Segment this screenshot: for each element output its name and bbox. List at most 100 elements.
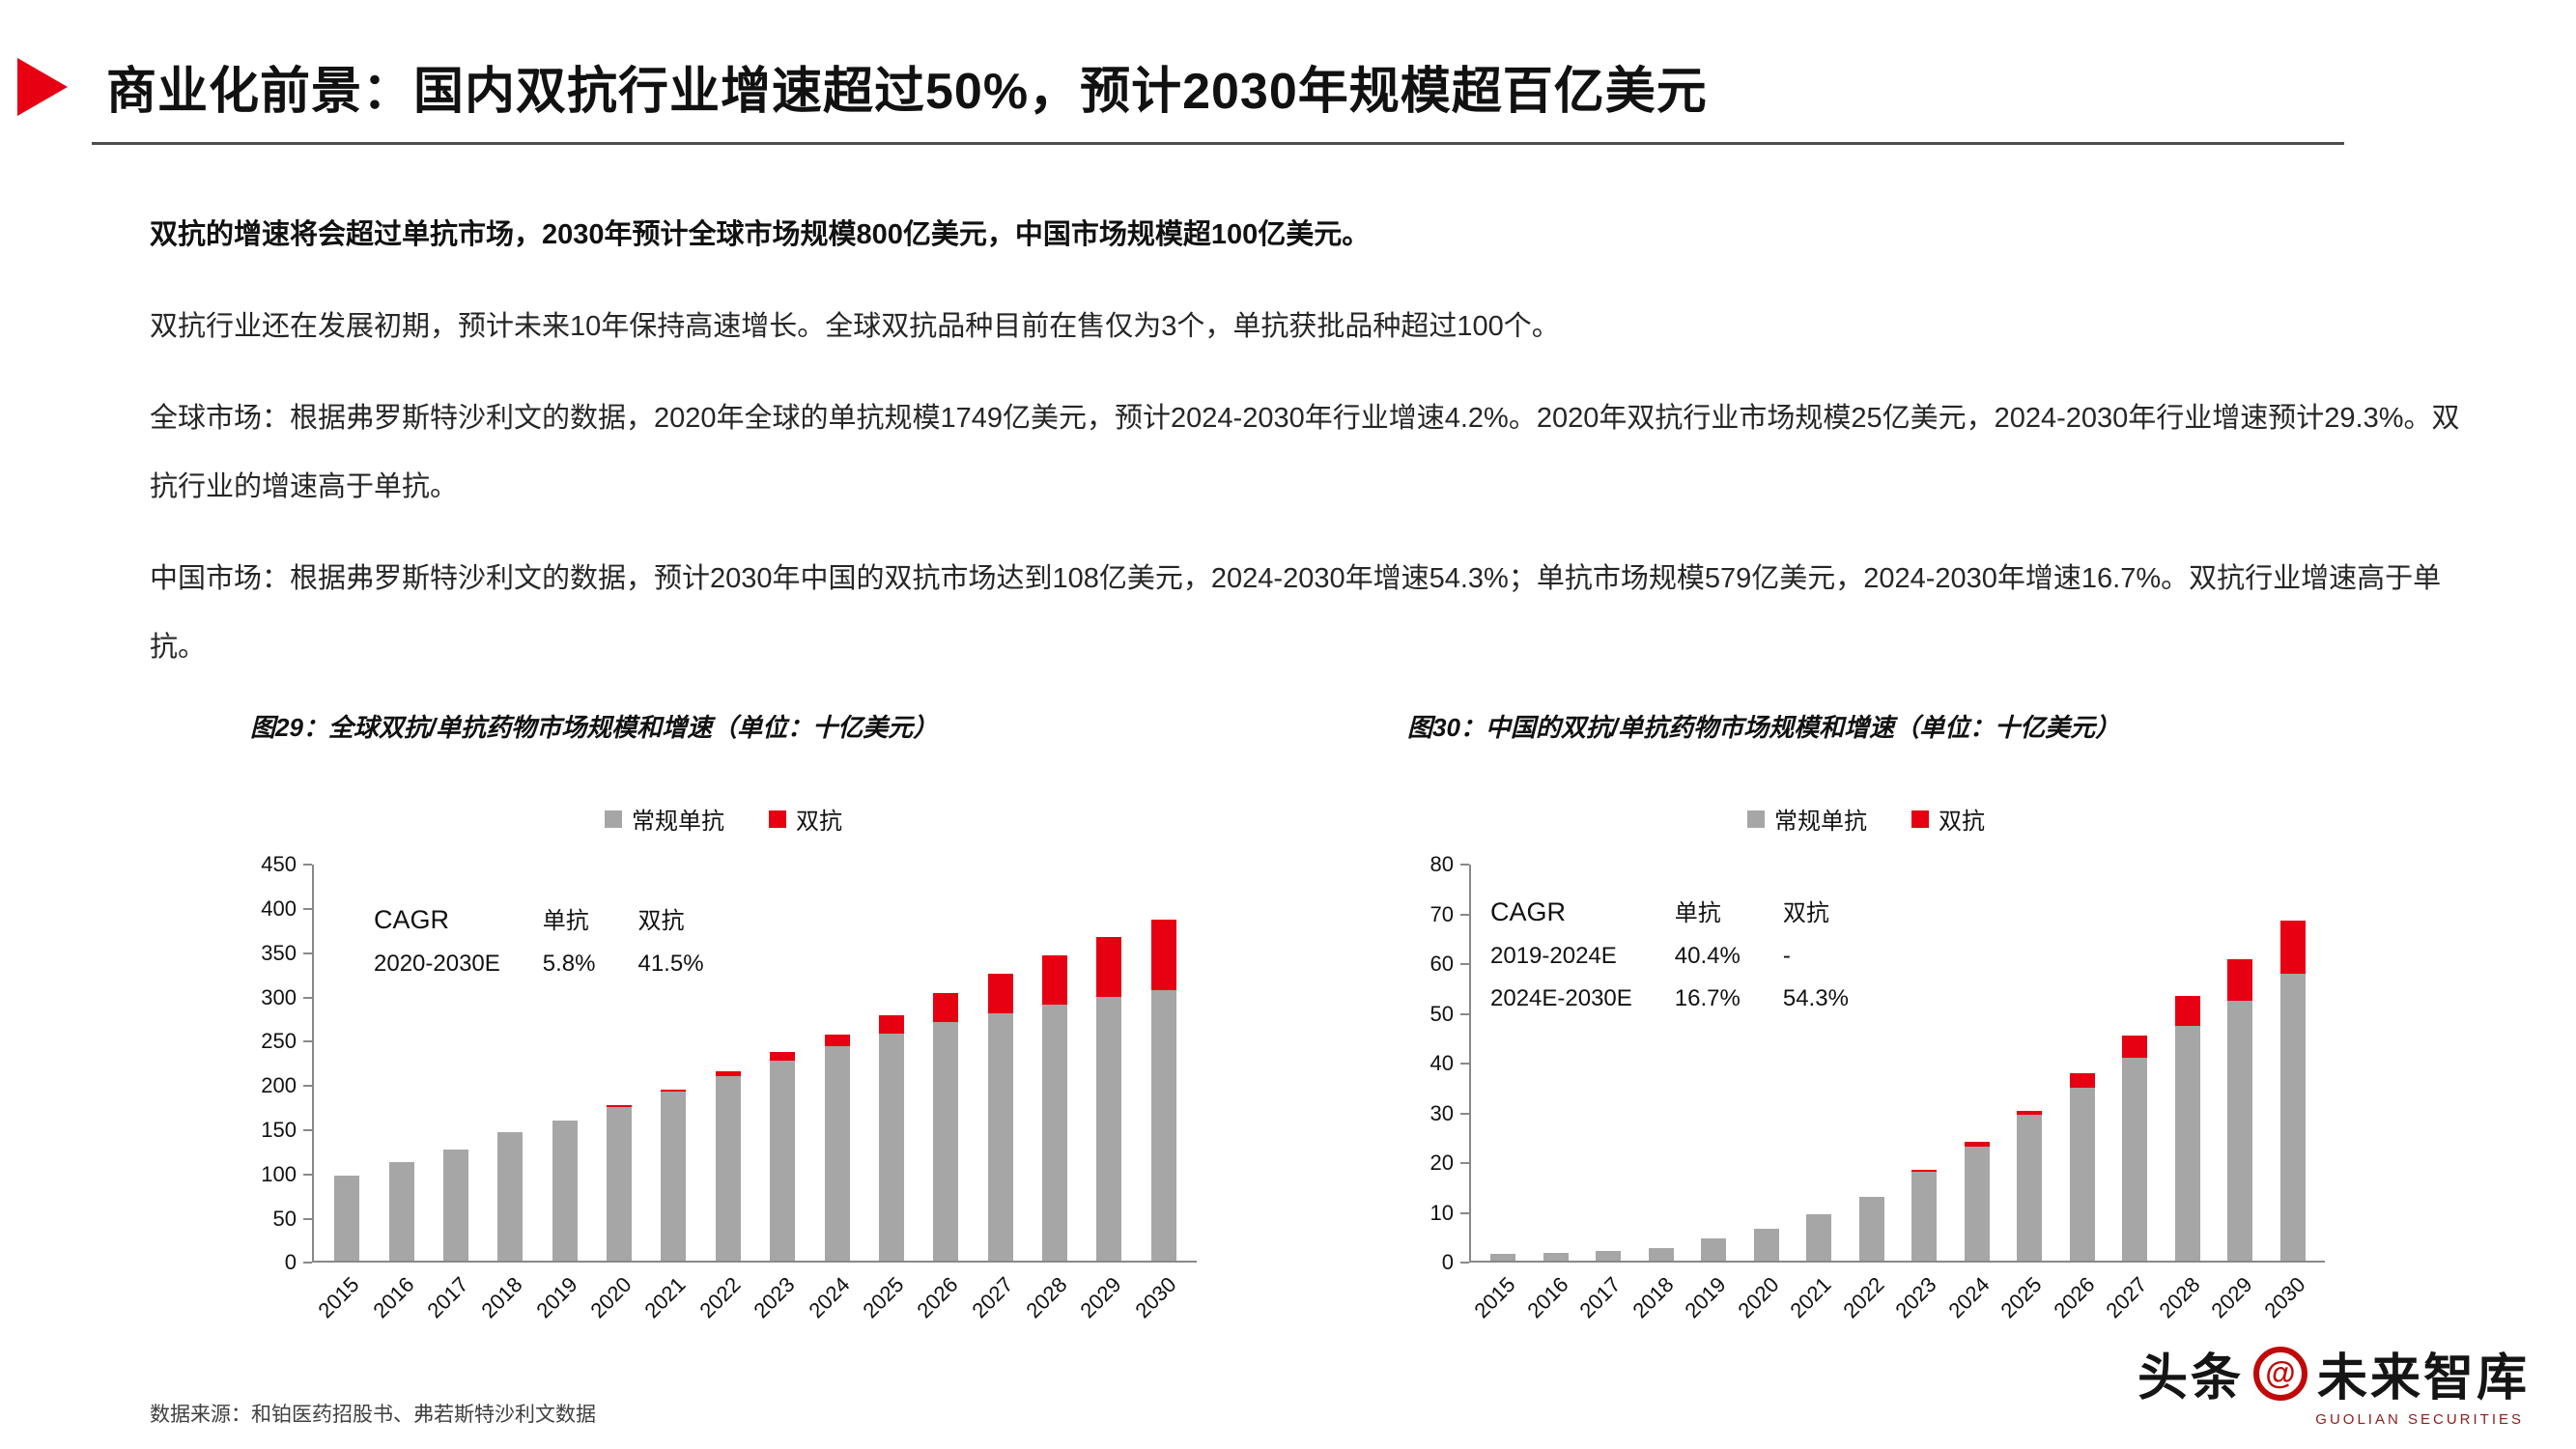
x-axis-label-2029: 2029 — [1075, 1272, 1127, 1323]
bar-column-2018: 2018 — [477, 865, 537, 1323]
x-axis-label-2026: 2026 — [2049, 1272, 2100, 1323]
bar-segment-双抗-2023 — [770, 1052, 796, 1061]
x-axis-label-2022: 2022 — [694, 1272, 746, 1323]
x-axis-label-2024: 2024 — [803, 1272, 855, 1323]
paragraph-china-market: 中国市场：根据弗罗斯特沙利文的数据，预计2030年中国的双抗市场达到108亿美元… — [150, 563, 2442, 664]
bar-column-2022: 2022 — [694, 865, 755, 1323]
bar-segment-常规单抗-2016 — [1543, 1252, 1569, 1262]
y-tick-60: 60 — [1430, 952, 1469, 977]
x-axis-label-2029: 2029 — [2206, 1272, 2257, 1323]
bar-segment-常规单抗-2019 — [552, 1120, 578, 1262]
bar-segment-常规单抗-2019 — [1701, 1238, 1727, 1262]
legend-item-bsab: 双抗 — [769, 802, 842, 836]
paragraph-lead: 双抗的增速将会超过单抗市场，2030年预计全球市场规模800亿美元，中国市场规模… — [150, 219, 1371, 250]
slide-header: 商业化前景：国内双抗行业增速超过50%，预计2030年规模超百亿美元 — [0, 0, 2576, 145]
zhiku-wordmark: 未来智库 — [2316, 1350, 2530, 1406]
x-axis-label-2018: 2018 — [476, 1272, 527, 1323]
bar-segment-双抗-2023 — [1911, 1169, 1938, 1173]
bar-segment-常规单抗-2026 — [2069, 1087, 2095, 1262]
y-tick-300: 300 — [261, 985, 312, 1010]
y-tick-30: 30 — [1430, 1101, 1469, 1126]
cagr-row-mab-value: 5.8% — [542, 951, 596, 978]
bar-column-2019: 2019 — [531, 865, 592, 1323]
bar-column-2024: 2024 — [1943, 865, 2004, 1323]
bar-column-2015: 2015 — [1470, 865, 1530, 1323]
cagr-row2-bsab-value: 54.3% — [1782, 985, 1849, 1012]
legend-swatch-gray-icon — [1747, 810, 1765, 828]
figure-30-plot: 0 10 20 30 40 50 60 70 80 CAGR 单抗 双抗 2019-2024E … — [1407, 852, 2325, 1323]
cagr-row1-period: 2019-2024E — [1490, 943, 1617, 970]
x-axis-label-2025: 2025 — [858, 1272, 909, 1323]
cagr-header-bsab: 双抗 — [637, 908, 685, 935]
y-axis: 0 10 20 30 40 50 60 70 80 — [1407, 852, 1469, 1274]
y-tick-400: 400 — [261, 896, 312, 922]
cagr-row1-mab-value: 40.4% — [1674, 943, 1741, 970]
bar-segment-双抗-2029 — [1096, 937, 1122, 997]
bar-segment-双抗-2022 — [715, 1070, 741, 1076]
paragraph-global-market: 全球市场：根据弗罗斯特沙利文的数据，2020年全球的单抗规模1749亿美元，预计… — [150, 403, 2460, 503]
bar-segment-双抗-2029 — [2227, 958, 2253, 1002]
x-axis-label-2030: 2030 — [1130, 1272, 1181, 1323]
bar-segment-双抗-2024 — [1964, 1142, 1990, 1148]
legend-label-bsab: 双抗 — [796, 809, 842, 836]
bar-segment-常规单抗-2028 — [1042, 1005, 1068, 1262]
bar-segment-常规单抗-2015 — [1490, 1253, 1516, 1262]
bar-column-2024: 2024 — [804, 865, 863, 1323]
bar-segment-双抗-2028 — [1042, 955, 1068, 1006]
data-source-note: 数据来源：和铂医药招股书、弗若斯特沙利文数据 — [150, 1404, 596, 1426]
legend-label-bsab: 双抗 — [1939, 809, 1985, 836]
bar-segment-双抗-2028 — [2174, 996, 2200, 1026]
bar-column-2027: 2027 — [2102, 865, 2162, 1323]
bars-area: CAGR 单抗 双抗 2019-2024E 40.4% - 2024E-2030… — [1469, 865, 2325, 1323]
bar-column-2026: 2026 — [2049, 865, 2109, 1323]
figure-29-cagr-table: CAGR 单抗 双抗 2020-2030E 5.8% 41.5% — [374, 901, 704, 978]
x-axis-label-2028: 2028 — [1021, 1272, 1072, 1323]
x-axis-label-2016: 2016 — [1522, 1272, 1573, 1323]
legend-swatch-red-icon — [1911, 810, 1929, 828]
x-axis-label-2030: 2030 — [2259, 1272, 2310, 1323]
accent-triangle-icon — [17, 57, 68, 116]
bar-segment-常规单抗-2025 — [878, 1034, 904, 1262]
bar-column-2028: 2028 — [1021, 865, 1082, 1323]
bar-segment-常规单抗-2018 — [1648, 1248, 1674, 1262]
bar-column-2027: 2027 — [967, 865, 1028, 1323]
legend-item-bsab: 双抗 — [1911, 802, 1985, 836]
x-axis-label-2021: 2021 — [1785, 1272, 1836, 1323]
bar-column-2016: 2016 — [1522, 865, 1583, 1323]
x-axis-label-2016: 2016 — [367, 1272, 419, 1323]
bar-column-2026: 2026 — [913, 865, 973, 1323]
legend-swatch-red-icon — [769, 810, 786, 828]
bar-column-2016: 2016 — [368, 865, 428, 1323]
bar-column-2030: 2030 — [2259, 865, 2320, 1323]
bar-segment-常规单抗-2024 — [1964, 1147, 1990, 1262]
y-tick-0: 0 — [285, 1250, 312, 1275]
brand-circle-logo-icon: @ — [2252, 1346, 2307, 1401]
cagr-header: CAGR — [374, 905, 450, 935]
x-axis-label-2022: 2022 — [1838, 1272, 1889, 1323]
x-axis-label-2028: 2028 — [2154, 1272, 2205, 1323]
bar-segment-常规单抗-2018 — [497, 1132, 524, 1262]
bar-segment-常规单抗-2020 — [607, 1106, 633, 1262]
x-axis-label-2017: 2017 — [422, 1272, 473, 1323]
y-tick-0: 0 — [1442, 1250, 1469, 1275]
slide-body: 双抗的增速将会超过单抗市场，2030年预计全球市场规模800亿美元，中国市场规模… — [0, 145, 2576, 1323]
bar-column-2017: 2017 — [422, 865, 483, 1323]
x-axis-label-2015: 2015 — [313, 1272, 364, 1323]
legend-item-mab: 常规单抗 — [1747, 802, 1867, 836]
guolian-securities-caption: GUOLIAN SECURITIES — [2315, 1411, 2524, 1428]
cagr-row2-period: 2024E-2030E — [1490, 985, 1632, 1012]
bar-segment-常规单抗-2016 — [388, 1162, 414, 1262]
bar-column-2025: 2025 — [858, 865, 919, 1323]
y-tick-50: 50 — [1430, 1002, 1469, 1027]
y-tick-100: 100 — [261, 1162, 312, 1187]
y-tick-50: 50 — [273, 1207, 312, 1232]
toutiao-wordmark: 头条 — [2137, 1350, 2244, 1406]
bar-segment-常规单抗-2029 — [1096, 996, 1122, 1262]
y-tick-200: 200 — [261, 1073, 312, 1098]
figure-30-caption: 图30：中国的双抗/单抗药物市场规模和增速（单位：十亿美元） — [1407, 713, 2121, 743]
y-tick-80: 80 — [1430, 852, 1469, 877]
x-axis-label-2017: 2017 — [1574, 1272, 1626, 1323]
bar-column-2029: 2029 — [1076, 865, 1136, 1323]
bar-segment-常规单抗-2023 — [1911, 1172, 1938, 1262]
